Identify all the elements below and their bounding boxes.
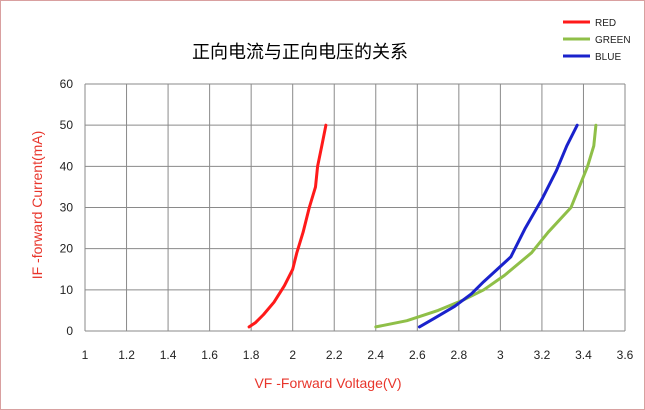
x-tick-label: 3.4 <box>575 348 592 362</box>
x-tick-label: 2.8 <box>451 348 468 362</box>
series-line-green <box>374 123 598 329</box>
y-tick-label: 20 <box>60 242 74 256</box>
y-axis-label: IF -forward Current(mA) <box>29 131 45 280</box>
legend-label-red: RED <box>595 18 616 29</box>
x-tick-label: 1.8 <box>243 348 260 362</box>
x-tick-label: 2 <box>289 348 296 362</box>
x-tick-label: 1 <box>82 348 89 362</box>
tick-labels: 1 1.2 1.4 1.6 1.8 2 2.2 2.4 2.6 2.8 3 3.2 3.4 3.6 0 10 2… <box>60 77 634 362</box>
legend-label-green: GREEN <box>595 35 631 46</box>
series-line-blue <box>417 123 579 329</box>
x-tick-label: 2.2 <box>326 348 343 362</box>
y-tick-label: 40 <box>60 159 74 173</box>
x-tick-label: 1.2 <box>118 348 135 362</box>
y-tick-label: 10 <box>60 283 74 297</box>
x-axis-label: VF -Forward Voltage(V) <box>254 375 401 391</box>
x-tick-label: 1.6 <box>201 348 218 362</box>
series-line-red <box>247 123 328 329</box>
x-tick-label: 3.2 <box>534 348 551 362</box>
legend: RED GREEN BLUE <box>563 18 631 63</box>
y-tick-label: 30 <box>60 201 74 215</box>
y-tick-label: 0 <box>66 324 73 338</box>
x-tick-label: 2.4 <box>367 348 384 362</box>
chart-title: 正向电流与正向电压的关系 <box>192 42 408 63</box>
y-tick-label: 50 <box>60 118 74 132</box>
x-tick-label: 3 <box>497 348 504 362</box>
y-tick-label: 60 <box>60 77 74 91</box>
x-tick-label: 1.4 <box>160 348 177 362</box>
series-lines <box>247 123 598 329</box>
x-tick-label: 2.6 <box>409 348 426 362</box>
legend-label-blue: BLUE <box>595 52 621 63</box>
grid <box>84 83 626 332</box>
x-tick-label: 3.6 <box>617 348 634 362</box>
